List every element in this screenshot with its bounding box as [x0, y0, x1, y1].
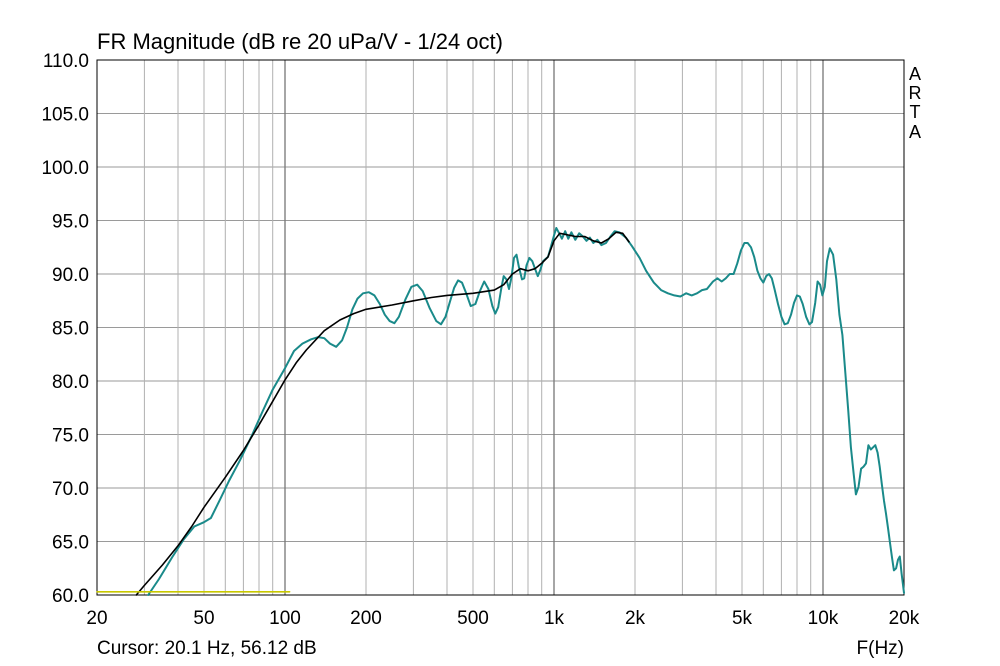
y-tick-label-1: 105.0 — [41, 105, 89, 126]
brand-letter-3: T — [910, 102, 921, 122]
cursor-readout: Cursor: 20.1 Hz, 56.12 dB — [97, 638, 317, 659]
y-tick-label-9: 65.0 — [52, 533, 89, 554]
x-tick-label-4: 500 — [457, 608, 489, 629]
y-tick-label-10: 60.0 — [52, 586, 89, 607]
y-tick-label-7: 75.0 — [52, 426, 89, 447]
y-tick-label-0: 110.0 — [43, 51, 89, 72]
y-axis-ticks: 110.0 105.0 100.0 95.0 90.0 85.0 80.0 75.0 70.0 6… — [41, 51, 89, 607]
plot-frame — [96, 59, 905, 596]
y-tick-label-5: 85.0 — [52, 319, 89, 340]
x-tick-label-9: 20k — [889, 608, 920, 629]
y-tick-label-4: 90.0 — [52, 265, 89, 286]
arta-brand: A R T A — [909, 64, 922, 142]
x-tick-label-1: 50 — [193, 608, 214, 629]
y-tick-label-2: 100.0 — [41, 158, 89, 179]
brand-letter-2: R — [909, 83, 922, 103]
x-axis-ticks: 20 50 100 200 500 1k 2k 5k 10k 20k — [86, 608, 919, 629]
x-axis-label: F(Hz) — [857, 638, 904, 659]
x-tick-label-5: 1k — [544, 608, 565, 629]
series-line-2 — [135, 231, 630, 596]
x-tick-label-8: 10k — [808, 608, 839, 629]
x-tick-label-0: 20 — [86, 608, 107, 629]
x-tick-label-6: 2k — [625, 608, 646, 629]
brand-letter-1: A — [909, 64, 921, 84]
x-tick-label-3: 200 — [350, 608, 382, 629]
chart-title: FR Magnitude (dB re 20 uPa/V - 1/24 oct) — [97, 29, 503, 54]
y-tick-label-3: 95.0 — [52, 212, 89, 233]
y-tick-label-8: 70.0 — [52, 479, 89, 500]
y-tick-label-6: 80.0 — [52, 372, 89, 393]
x-tick-label-7: 5k — [732, 608, 753, 629]
series — [96, 227, 905, 596]
x-tick-label-2: 100 — [269, 608, 301, 629]
brand-letter-4: A — [909, 122, 921, 142]
